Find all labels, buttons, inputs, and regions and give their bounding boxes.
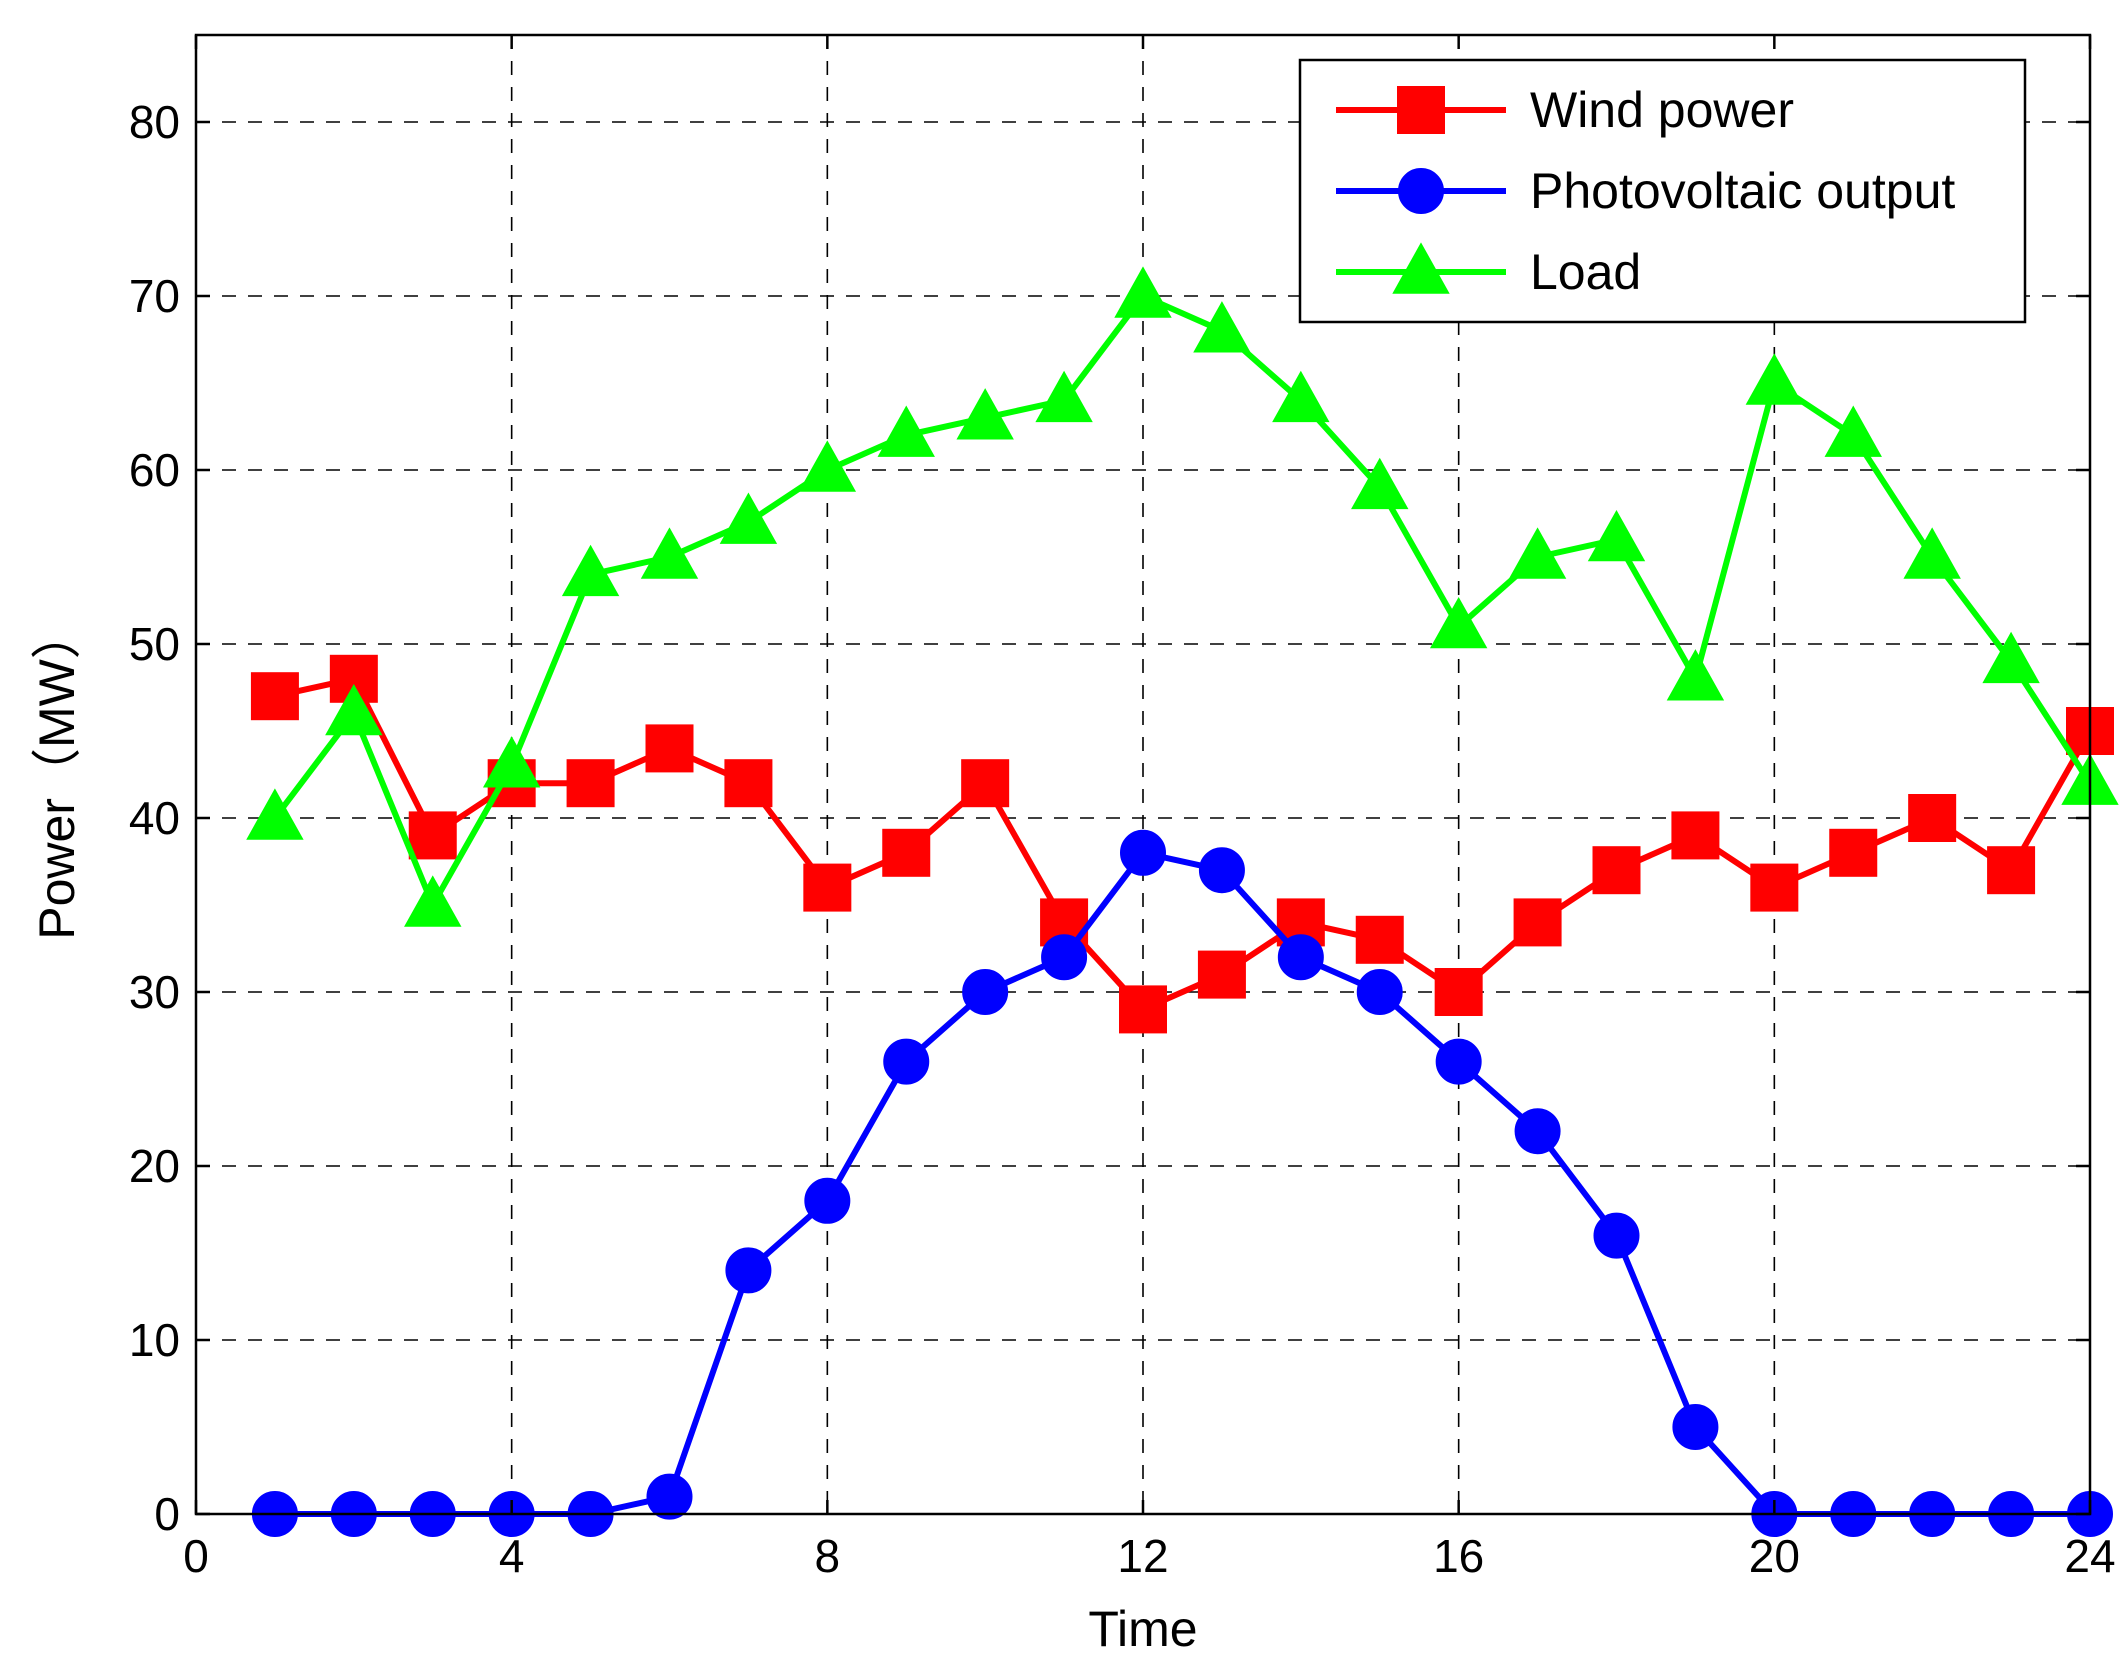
data-point-photovoltaic-output (1514, 1108, 1561, 1155)
data-point-wind-power (1829, 828, 1878, 877)
data-point-photovoltaic-output (1593, 1212, 1640, 1259)
data-point-wind-power (803, 863, 852, 912)
data-point-load (1272, 370, 1330, 423)
data-point-wind-power (1513, 898, 1562, 947)
data-point-load (1114, 266, 1172, 318)
legend-item-photovoltaic-output: Photovoltaic output (1336, 163, 1955, 219)
x-tick-label: 16 (1433, 1530, 1484, 1582)
data-point-load (1587, 509, 1646, 562)
y-tick-label: 70 (129, 270, 180, 322)
data-point-load (325, 683, 383, 736)
data-point-wind-power (1750, 863, 1799, 912)
data-point-wind-power (1987, 846, 2036, 895)
data-point-load (1193, 301, 1251, 353)
data-point-wind-power (645, 724, 694, 773)
data-point-wind-power (882, 828, 931, 877)
y-tick-label: 50 (129, 618, 180, 670)
data-point-wind-power (1355, 915, 1404, 964)
y-tick-label: 40 (129, 792, 180, 844)
data-point-photovoltaic-output (1277, 934, 1324, 981)
legend-marker-photovoltaic-output (1398, 168, 1444, 214)
y-tick-label: 20 (129, 1140, 180, 1192)
data-point-load (1982, 631, 2040, 684)
y-tick-label: 30 (129, 966, 180, 1018)
data-point-photovoltaic-output (1356, 969, 1403, 1015)
data-point-wind-power (724, 759, 773, 808)
data-point-load (1666, 649, 1725, 701)
data-point-load (561, 544, 620, 597)
legend-label-wind-power: Wind power (1530, 82, 1794, 138)
y-tick-label: 10 (129, 1314, 180, 1366)
data-point-wind-power (1908, 794, 1957, 842)
legend-marker-load (1392, 242, 1450, 294)
data-point-load (1429, 596, 1488, 649)
data-point-wind-power (1197, 950, 1246, 999)
data-point-wind-power (1671, 811, 1720, 860)
x-axis-label: Time (1088, 1601, 1197, 1657)
x-tick-label: 24 (2064, 1530, 2115, 1582)
y-axis-label: Power（MW） (29, 609, 85, 940)
x-tick-label: 8 (815, 1530, 841, 1582)
data-point-wind-power (1592, 846, 1641, 895)
data-point-wind-power (1119, 985, 1167, 1034)
y-tick-label: 80 (129, 96, 180, 148)
series-load (246, 266, 2119, 927)
y-tick-label: 0 (154, 1488, 180, 1540)
data-point-wind-power (250, 672, 299, 721)
data-point-load (1351, 457, 1409, 510)
data-point-load (1035, 370, 1093, 423)
data-point-photovoltaic-output (1672, 1404, 1719, 1450)
data-point-load (246, 788, 304, 840)
data-point-load (1508, 527, 1567, 579)
legend-label-load: Load (1530, 244, 1641, 300)
data-point-photovoltaic-output (804, 1177, 851, 1224)
data-point-load (404, 875, 462, 927)
legend-item-load: Load (1336, 242, 1641, 300)
legend-item-wind-power: Wind power (1336, 82, 1794, 138)
legend-label-photovoltaic-output: Photovoltaic output (1530, 163, 1955, 219)
x-tick-label: 12 (1117, 1530, 1168, 1582)
x-tick-label: 4 (499, 1530, 525, 1582)
legend: Wind power Photovoltaic output Load (1298, 58, 2027, 324)
data-point-load (1903, 527, 1961, 579)
data-point-load (482, 736, 541, 788)
legend-marker-wind-power (1397, 86, 1445, 134)
x-tick-label: 20 (1749, 1530, 1800, 1582)
data-point-photovoltaic-output (646, 1473, 693, 1520)
data-point-load (1745, 353, 1804, 405)
data-point-photovoltaic-output (1198, 847, 1245, 894)
data-point-photovoltaic-output (1120, 829, 1166, 876)
data-point-photovoltaic-output (725, 1247, 772, 1294)
y-tick-label: 60 (129, 444, 180, 496)
data-point-wind-power (566, 759, 615, 808)
data-point-load (877, 405, 935, 457)
x-tick-label: 0 (183, 1530, 209, 1582)
data-point-photovoltaic-output (1041, 934, 1088, 981)
data-point-load (640, 527, 699, 579)
data-point-load (956, 388, 1014, 440)
data-point-load (1824, 405, 1882, 457)
data-point-photovoltaic-output (883, 1038, 930, 1085)
data-point-photovoltaic-output (962, 969, 1009, 1015)
data-point-load (798, 440, 857, 492)
data-point-wind-power (961, 759, 1010, 808)
data-point-wind-power (408, 811, 457, 860)
data-point-wind-power (1434, 968, 1483, 1016)
axes: 0 4 8 12 16 20 24 0 10 20 30 40 50 60 70 80 (129, 33, 2116, 1582)
data-point-load (719, 492, 778, 544)
data-point-photovoltaic-output (1435, 1038, 1482, 1085)
